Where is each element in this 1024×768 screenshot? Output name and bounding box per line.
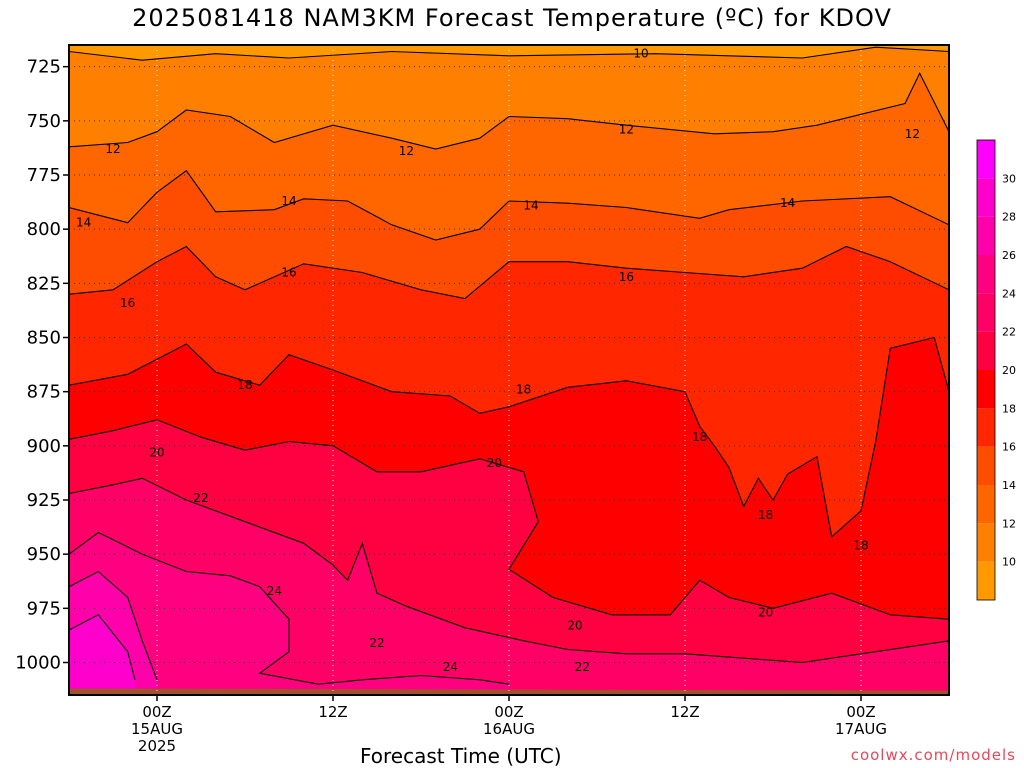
contour-line-14 — [69, 169, 949, 241]
contour-label-12: 12 — [905, 127, 920, 141]
contour-label-18: 18 — [516, 383, 531, 397]
y-tick-label: 925 — [27, 490, 61, 511]
x-tick-label: 2025 — [138, 737, 176, 755]
contour-label-16: 16 — [619, 270, 634, 284]
contour-line-18 — [69, 336, 949, 538]
colorbar-label: 24 — [1002, 287, 1016, 300]
x-tick-label: 15AUG — [131, 720, 183, 738]
y-tick-label: 750 — [27, 111, 61, 132]
contour-label-20: 20 — [487, 456, 502, 470]
colorbar-label: 30 — [1002, 172, 1016, 185]
colorbar-label: 20 — [1002, 364, 1016, 377]
contour-line-26 — [69, 570, 158, 680]
colorbar-segment — [977, 293, 995, 332]
x-axis-label: Forecast Time (UTC) — [360, 744, 562, 768]
x-tick-label: 00Z — [846, 703, 875, 721]
contour-label-14: 14 — [281, 194, 296, 208]
colorbar-segment — [977, 408, 995, 447]
colorbar-segment — [977, 255, 995, 294]
colorbar-segment — [977, 178, 995, 217]
contour-line-22 — [69, 477, 949, 664]
x-tick-label: 00Z — [142, 703, 171, 721]
x-tick-label: 00Z — [494, 703, 523, 721]
colorbar-segment — [977, 331, 995, 370]
terrain — [69, 688, 949, 695]
colorbar-frame — [976, 139, 996, 601]
x-tick-label: 16AUG — [483, 720, 535, 738]
colorbar-segment — [977, 485, 995, 524]
colorbar-segment — [977, 140, 995, 179]
y-tick-label: 725 — [27, 57, 61, 78]
colorbar-segment — [977, 370, 995, 409]
colorbar-segment — [977, 561, 995, 600]
contour-line-28 — [69, 614, 136, 680]
x-tick-label: 12Z — [670, 703, 699, 721]
contour-line-16 — [69, 245, 949, 300]
contour-label-12: 12 — [619, 123, 634, 137]
y-tick-label: 950 — [27, 544, 61, 565]
contour-label-18: 18 — [758, 508, 773, 522]
contour-label-10: 10 — [633, 47, 648, 61]
colorbar-label: 14 — [1002, 479, 1016, 492]
contour-label-18: 18 — [237, 378, 252, 392]
contour-label-22: 22 — [369, 636, 384, 650]
contour-label-12: 12 — [105, 142, 120, 156]
contour-label-14: 14 — [523, 198, 538, 212]
y-tick-label: 775 — [27, 165, 61, 186]
band-fill-28 — [69, 614, 135, 695]
contours — [69, 46, 949, 685]
y-tick-label: 850 — [27, 328, 61, 349]
x-tick-label: 12Z — [318, 703, 347, 721]
contour-label-20: 20 — [149, 445, 164, 459]
contour-label-16: 16 — [281, 266, 296, 280]
contour-line-20 — [69, 419, 949, 620]
colorbar-segment — [977, 446, 995, 485]
x-tick-label: 17AUG — [835, 720, 887, 738]
contour-label-24: 24 — [443, 660, 458, 674]
contour-labels: 10 12 12 12 12 14 14 14 14 16 16 16 18 18 18 18 18 20 20 20… — [76, 47, 920, 674]
axes: 725 750 775 800 825 850 875 900 925 950 975 1000 00Z… — [15, 44, 950, 755]
contour-label-20: 20 — [758, 606, 773, 620]
band-fill-24 — [69, 532, 509, 695]
contour-label-22: 22 — [575, 660, 590, 674]
colorbar-label: 18 — [1002, 402, 1016, 415]
credit-text: coolwx.com/models — [850, 746, 1016, 764]
y-tick-label: 800 — [27, 219, 61, 240]
colorbar-segment — [977, 216, 995, 255]
colorbar: 10 12 14 16 18 20 22 24 26 28 30 — [976, 139, 1016, 601]
colorbar-label: 12 — [1002, 517, 1016, 530]
colorbar-label: 22 — [1002, 326, 1016, 339]
contour-label-18: 18 — [692, 430, 707, 444]
contour-line-24 — [69, 531, 510, 685]
colorbar-segment — [977, 523, 995, 562]
chart-title: 2025081418 NAM3KM Forecast Temperature (… — [132, 4, 892, 32]
colorbar-label: 10 — [1002, 556, 1016, 569]
y-tick-label: 1000 — [15, 653, 61, 674]
y-tick-label: 875 — [27, 382, 61, 403]
y-tick-label: 900 — [27, 436, 61, 457]
contour-label-22: 22 — [193, 491, 208, 505]
contour-label-20: 20 — [567, 619, 582, 633]
contour-label-12: 12 — [399, 144, 414, 158]
colorbar-label: 26 — [1002, 249, 1016, 262]
contour-line-10 — [69, 46, 949, 61]
contour-label-14: 14 — [76, 216, 91, 230]
contour-label-16: 16 — [120, 296, 135, 310]
contour-label-14: 14 — [780, 196, 795, 210]
contour-label-24: 24 — [267, 584, 282, 598]
colorbar-label: 16 — [1002, 441, 1016, 454]
contour-label-18: 18 — [853, 539, 868, 553]
colorbar-label: 28 — [1002, 211, 1016, 224]
contour-line-12 — [69, 71, 949, 150]
y-tick-label: 975 — [27, 598, 61, 619]
y-tick-label: 825 — [27, 273, 61, 294]
